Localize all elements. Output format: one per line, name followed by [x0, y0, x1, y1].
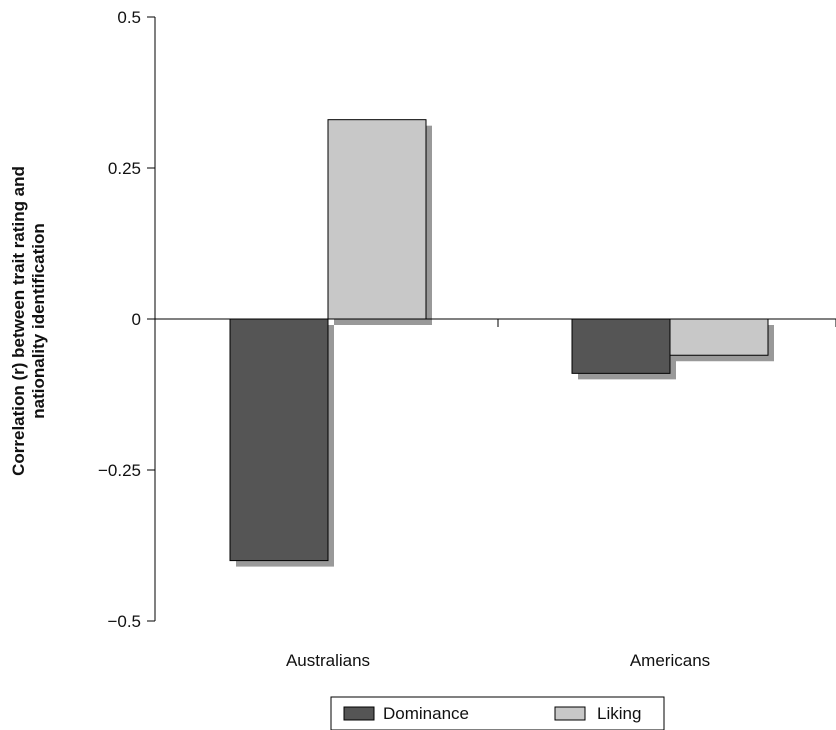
y-tick-label: 0.5	[117, 8, 141, 27]
legend-box	[330, 696, 665, 730]
legend-swatch-dominance	[343, 706, 375, 721]
y-axis-title-line-1: Correlation (r) between trait rating and	[9, 166, 28, 476]
plot-area: 0.5 0.25 0 −0.25 −0.5 Australians Americans	[98, 8, 836, 670]
legend-label-liking: Liking	[597, 704, 641, 723]
y-tick-label: −0.25	[98, 461, 141, 480]
y-tick-label: −0.5	[107, 612, 141, 631]
bar-dominance-australians	[229, 318, 329, 562]
y-tick-label: 0.25	[108, 159, 141, 178]
y-axis-title-line-2: nationality identification	[29, 223, 48, 419]
legend: Dominance Liking	[330, 696, 665, 730]
y-tick-label: 0	[132, 310, 141, 329]
bar-liking-americans	[669, 318, 769, 356]
legend-label-dominance: Dominance	[383, 704, 469, 723]
x-category-label: Americans	[630, 651, 710, 670]
x-category-label: Australians	[286, 651, 370, 670]
bar-liking-australians	[327, 119, 427, 320]
y-axis-title: Correlation (r) between trait rating and…	[9, 166, 48, 476]
bar-dominance-americans	[571, 318, 671, 374]
legend-swatch-liking	[554, 706, 586, 721]
